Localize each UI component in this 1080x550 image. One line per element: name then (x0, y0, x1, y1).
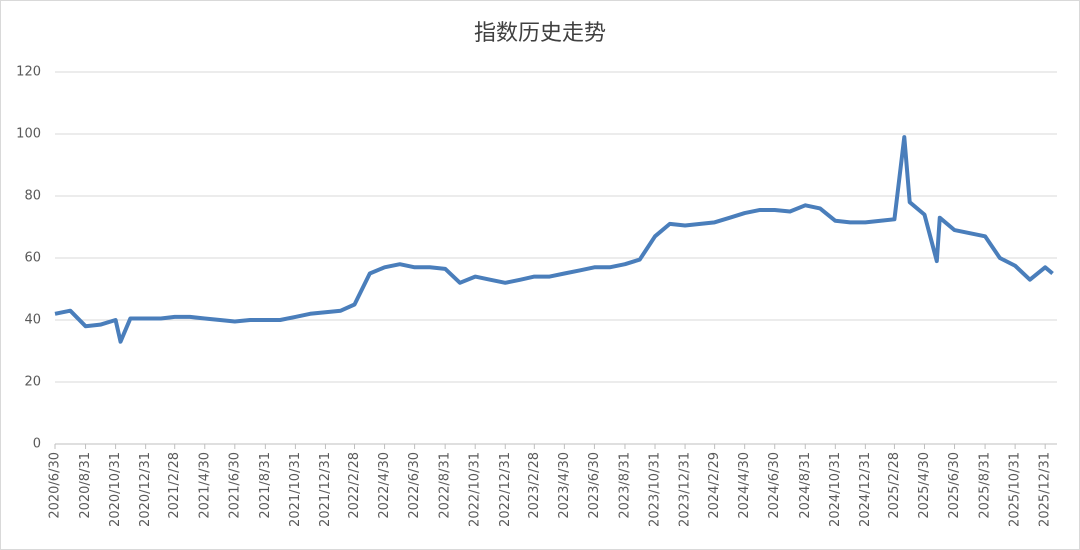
x-tick-label: 2021/6/30 (227, 452, 242, 519)
y-tick-label: 60 (24, 251, 41, 266)
x-tick-label: 2023/6/30 (587, 452, 602, 519)
x-tick-label: 2022/6/30 (407, 452, 422, 519)
x-tick-label: 2022/2/28 (347, 452, 362, 519)
x-tick-label: 2025/8/31 (978, 452, 993, 519)
x-tick-label: 2020/10/31 (108, 452, 123, 527)
x-tick-label: 2023/8/31 (617, 452, 632, 519)
x-tick-label: 2023/10/31 (648, 452, 663, 527)
y-tick-label: 100 (16, 127, 41, 142)
x-tick-label: 2020/6/30 (48, 452, 63, 519)
x-tick-label: 2024/6/30 (767, 452, 782, 519)
y-tick-label: 20 (24, 375, 41, 390)
x-tick-label: 2020/12/31 (138, 452, 153, 527)
x-tick-label: 2023/12/31 (678, 452, 693, 527)
x-tick-label: 2021/8/31 (258, 452, 273, 519)
x-tick-label: 2021/4/30 (197, 452, 212, 519)
x-tick-label: 2022/12/31 (498, 452, 513, 527)
line-series (54, 135, 1054, 344)
x-tick-label: 2025/6/30 (947, 452, 962, 519)
x-tick-label: 2022/8/31 (438, 452, 453, 519)
y-tick-label: 40 (24, 313, 41, 328)
x-tick-label: 2022/10/31 (468, 452, 483, 527)
x-tick-label: 2020/8/31 (78, 452, 93, 519)
y-tick-label: 120 (16, 65, 41, 80)
x-tick-label: 2025/2/28 (887, 452, 902, 519)
x-tick-label: 2025/10/31 (1008, 452, 1023, 527)
x-tick-label: 2024/10/31 (828, 452, 843, 527)
x-tick-label: 2024/4/30 (737, 452, 752, 519)
x-tick-label: 2022/4/30 (377, 452, 392, 519)
x-tick-label: 2024/2/29 (707, 452, 722, 519)
x-tick-label: 2024/12/31 (858, 452, 873, 527)
x-tick-label: 2021/2/28 (167, 452, 182, 519)
x-tick-label: 2023/2/28 (527, 452, 542, 519)
x-tick-label: 2025/12/31 (1038, 452, 1053, 527)
x-tick-label: 2024/8/31 (798, 452, 813, 519)
x-tick-label: 2023/4/30 (557, 452, 572, 519)
y-tick-label: 80 (24, 189, 41, 204)
y-tick-label: 0 (33, 437, 41, 452)
x-tick-label: 2025/4/30 (917, 452, 932, 519)
x-tick-label: 2021/12/31 (318, 452, 333, 527)
chart-title: 指数历史走势 (474, 21, 606, 46)
x-tick-label: 2021/10/31 (288, 452, 303, 527)
